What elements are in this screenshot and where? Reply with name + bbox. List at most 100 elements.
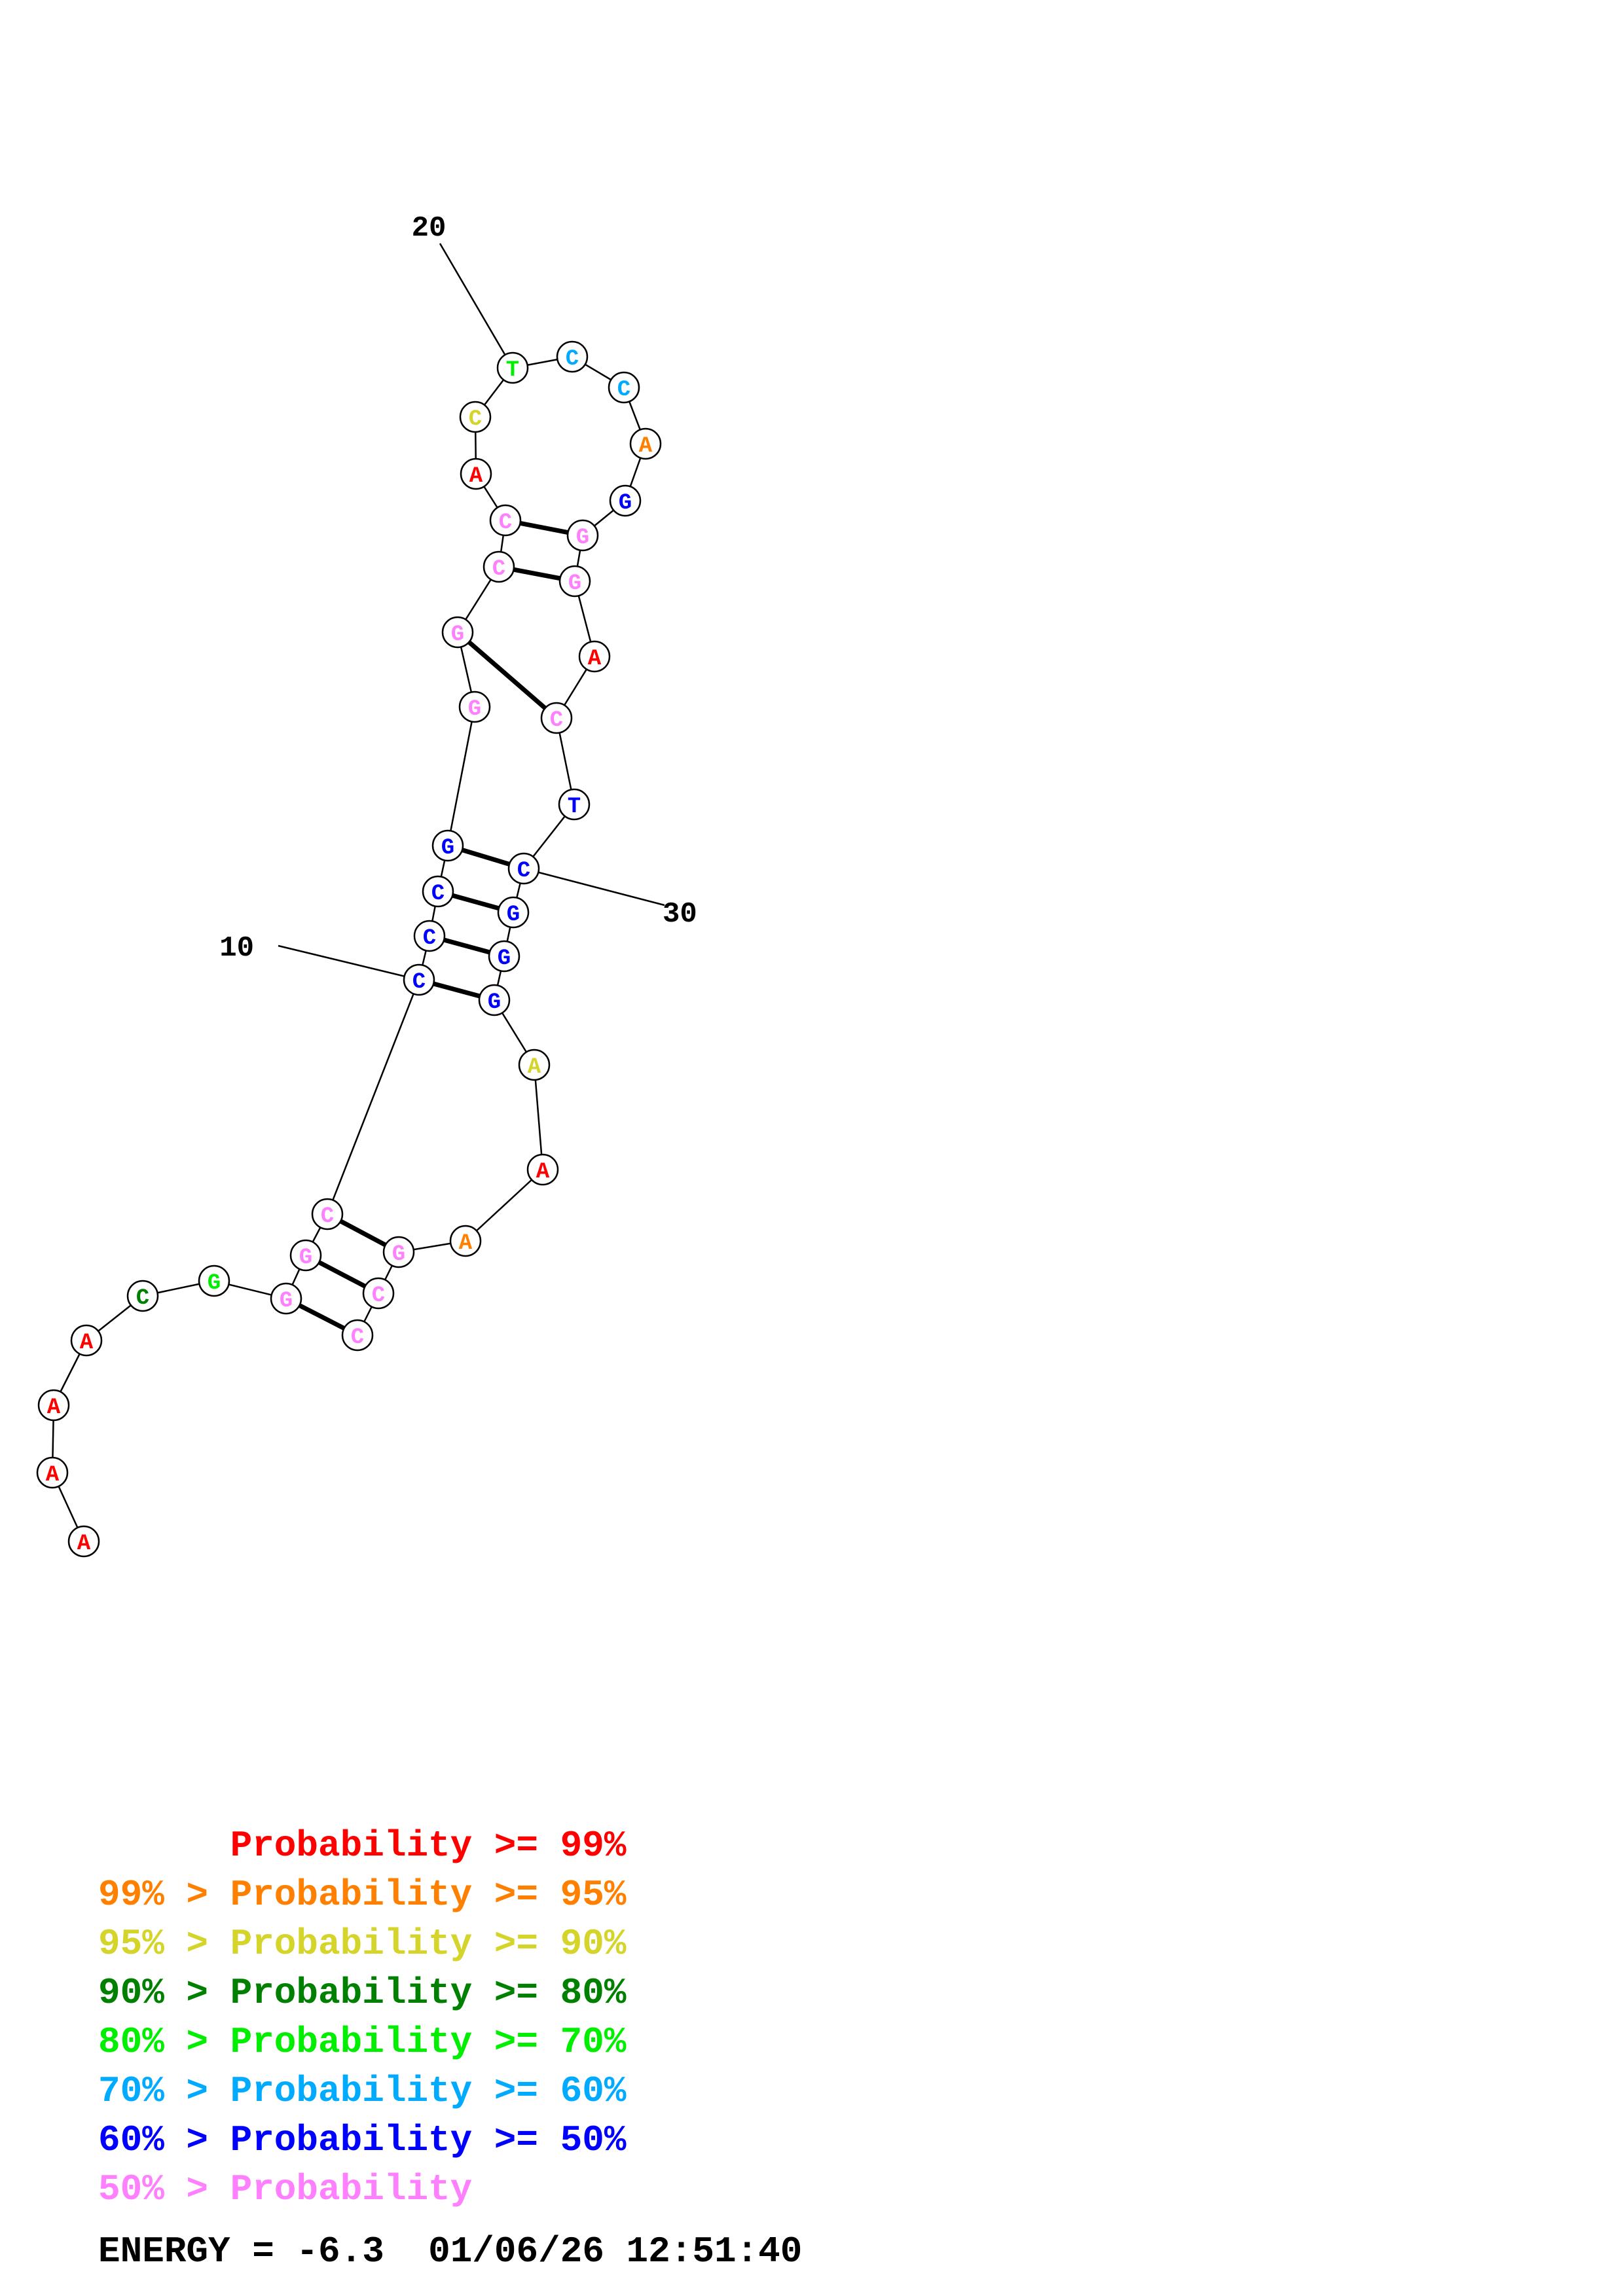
nucleotide-letter: C [617,378,630,403]
legend-mid: Probability [230,1923,473,1965]
nucleotide-letter: A [77,1532,91,1556]
nucleotide-circle [311,1198,344,1230]
nucleotide: G [431,829,464,862]
nucleotide-circle [518,1049,551,1081]
nucleotide-circle [558,788,591,821]
nucleotide-letter: C [431,882,445,906]
nucleotide: G [441,616,474,649]
nucleotide-letter: C [469,407,482,432]
backbone-segment [326,979,420,1215]
nucleotide-letter: A [80,1331,94,1355]
nucleotide-circle [460,457,492,490]
legend-suffix: >= 90% [472,1923,627,1965]
legend-prefix: 70% > [98,2070,230,2112]
nucleotide-letter: A [536,1160,550,1185]
nucleotide-letter: C [499,511,512,535]
legend-prefix: 60% > [98,2119,230,2161]
nucleotide-letter: C [372,1283,385,1308]
nucleotide-circle [362,1277,395,1310]
position-label: 30 [663,898,697,931]
nucleotide-circle [37,1389,70,1422]
position-label: 20 [412,212,447,245]
legend-suffix: >= 80% [472,1972,627,2014]
nucleotide-circle [497,896,530,929]
legend-row: Probability >= 99% [230,1825,627,1867]
nucleotide-letter: G [208,1271,221,1296]
position-tick [439,243,514,368]
nucleotide-letter: C [550,708,563,733]
nucleotide-circle [449,1225,482,1257]
nucleotide: A [460,457,492,490]
nucleotide-circle [403,963,435,996]
nucleotide-circle [608,371,640,404]
nucleotide-circle [341,1319,374,1352]
nucleotide: G [488,940,520,973]
nucleotide-circle [126,1280,159,1312]
nucleotide-circle [289,1239,322,1272]
legend-mid: Probability [230,2168,473,2210]
nucleotide-letter: G [468,697,481,722]
energy-readout: ENERGY = -6.3 01/06/26 12:51:40 [98,2231,802,2272]
legend-suffix: >= 99% [472,1825,627,1867]
legend-row: 80% > Probability >= 70% [98,2021,627,2063]
nucleotide-circle [459,401,492,433]
nucleotide-circle [488,940,520,973]
backbone-segment [533,1064,544,1170]
legend-row: 50% > Probability [98,2168,472,2210]
legend-suffix: >= 70% [472,2021,627,2063]
nucleotide: G [289,1239,322,1272]
nucleotide-letter: T [568,795,581,819]
nucleotide: C [483,550,515,583]
nucleotide: C [459,401,492,433]
nucleotide-circle [578,640,611,673]
base-pair-bond [456,630,558,720]
nucleotide-letter: A [47,1395,61,1420]
nucleotide: A [578,640,611,673]
backbone-lines [51,355,647,1542]
nucleotide-letter: A [639,434,653,459]
nucleotide: A [449,1225,482,1257]
legend-prefix: 95% > [98,1923,230,1965]
nucleotide-letter: C [566,347,579,372]
nucleotide: C [311,1198,344,1230]
nucleotide-circle [431,829,464,862]
nucleotide: C [126,1280,159,1312]
nucleotide-letter: A [469,464,483,489]
nucleotide-circle [566,519,599,552]
legend-suffix: >= 60% [472,2070,627,2112]
nucleotide-circle [458,691,491,723]
nucleotide: C [507,852,540,885]
nucleotide-letter: C [492,557,505,582]
nucleotide: G [497,896,530,929]
legend-mid: Probability [230,1825,473,1867]
nucleotide-circle [441,616,474,649]
nucleotide-letter: C [351,1325,364,1350]
nucleotide: A [70,1324,103,1357]
legend-mid: Probability [230,2119,473,2161]
nucleotide: C [403,963,435,996]
nucleotide-letter: C [136,1286,149,1311]
legend-prefix: 80% > [98,2021,230,2063]
legend-mid: Probability [230,2021,473,2063]
nucleotide-circle [67,1525,100,1558]
nucleotide-circle [489,504,522,537]
nucleotide-circle [413,920,446,952]
nucleotide-letter: G [576,526,589,550]
nucleotide-letter: G [507,903,520,927]
legend-row: 60% > Probability >= 50% [98,2119,627,2161]
nucleotide-letter: G [392,1242,405,1267]
nucleotide-circle [526,1153,559,1186]
nucleotide: C [556,340,589,373]
nucleotide: A [526,1153,559,1186]
nucleotide: G [478,984,511,1016]
nucleotide: G [458,691,491,723]
nucleotide: T [496,351,529,384]
nucleotide-letter: G [299,1246,312,1270]
legend-prefix: 90% > [98,1972,230,2014]
nucleotide-letter: A [588,647,602,672]
legend-row: 95% > Probability >= 90% [98,1923,627,1965]
legend-suffix: >= 95% [472,1874,627,1916]
nucleotide: C [362,1277,395,1310]
legend-row: 99% > Probability >= 95% [98,1874,627,1916]
nucleotide: A [629,427,662,460]
